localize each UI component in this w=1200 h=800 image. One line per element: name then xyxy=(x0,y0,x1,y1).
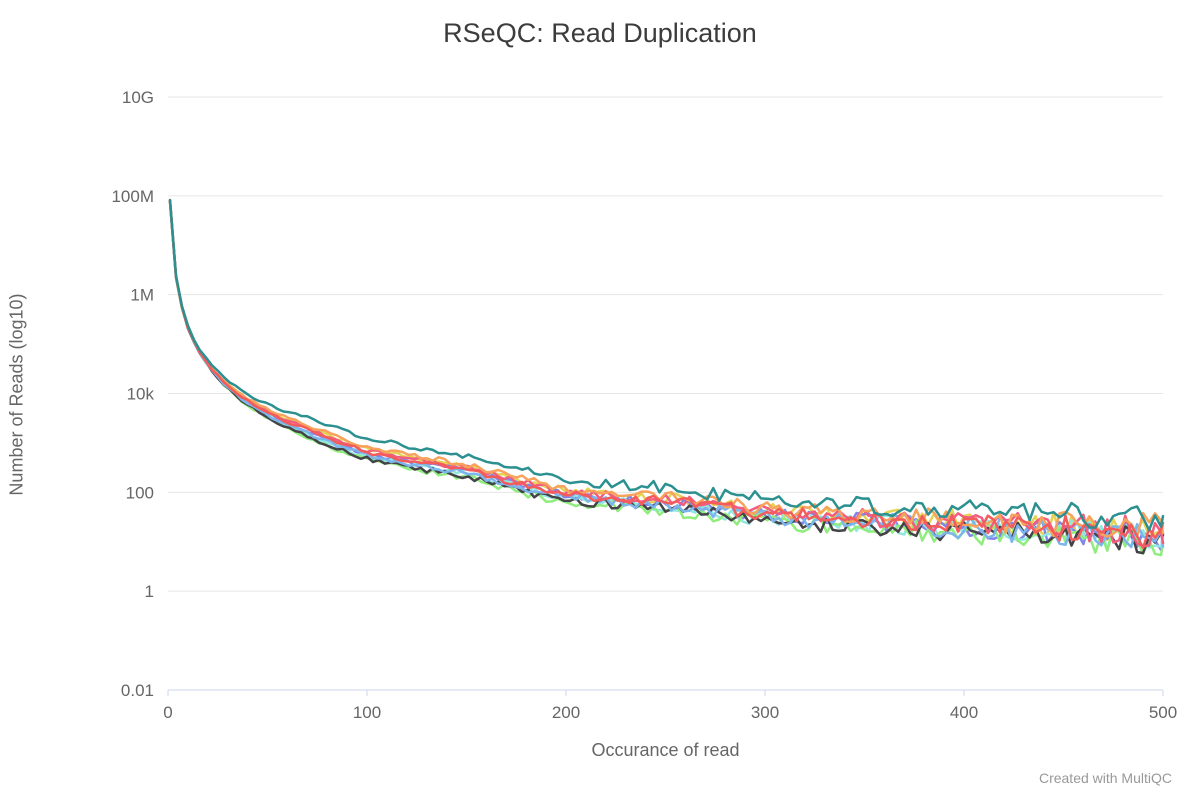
y-tick-label: 10k xyxy=(127,385,155,404)
series-line-sample-9 xyxy=(168,199,1165,550)
series-line-sample-10 xyxy=(168,198,1165,532)
x-tick-label: 0 xyxy=(163,703,172,722)
y-tick-label: 0.01 xyxy=(121,681,154,700)
x-tick-label: 500 xyxy=(1149,703,1177,722)
y-tick-labels: 10G 100M 1M 10k 100 1 0.01 xyxy=(111,88,154,700)
y-tick-label: 1M xyxy=(130,286,154,305)
x-tick-label: 100 xyxy=(353,703,381,722)
y-tick-label: 1 xyxy=(145,582,154,601)
y-tick-label: 100 xyxy=(126,483,154,502)
series-line-sample-1 xyxy=(168,198,1165,542)
series-line-sample-5 xyxy=(168,199,1165,555)
gridlines xyxy=(168,96,1163,691)
y-tick-label: 100M xyxy=(111,187,154,206)
series-line-sample-8 xyxy=(168,199,1165,538)
footer-credit: Created with MultiQC xyxy=(1038,770,1172,786)
x-tick-label: 400 xyxy=(950,703,978,722)
x-tick-label: 300 xyxy=(751,703,779,722)
chart-title: RSeQC: Read Duplication xyxy=(443,18,757,48)
series-lines xyxy=(168,198,1165,557)
x-ticks: 0 100 200 300 400 500 xyxy=(163,690,1177,722)
x-tick-label: 200 xyxy=(552,703,580,722)
y-tick-label: 10G xyxy=(122,88,154,107)
x-axis-title: Occurance of read xyxy=(591,740,740,760)
